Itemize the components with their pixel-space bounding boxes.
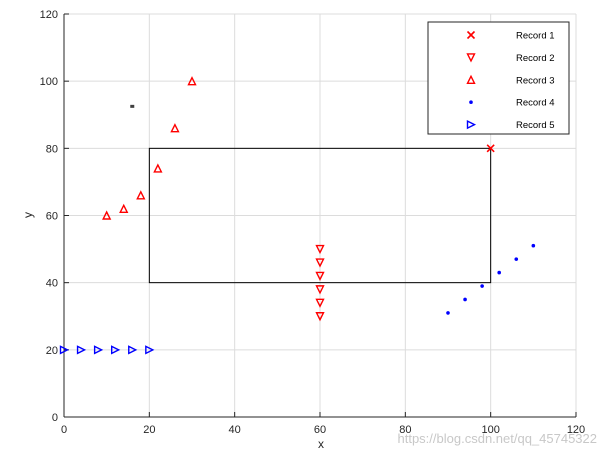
legend-marker [469, 100, 473, 104]
point-series-4 [463, 297, 467, 302]
y-tick-label: 0 [52, 412, 58, 424]
y-tick-label: 100 [40, 76, 58, 88]
point-series-5 [128, 345, 138, 355]
point-series-5 [93, 345, 104, 355]
legend-label: Record 5 [516, 120, 555, 131]
rectangle-outline [148, 147, 492, 284]
point-series-4 [497, 270, 502, 275]
point-series-5 [110, 345, 121, 355]
point-series-3 [102, 210, 112, 220]
point-series-5 [59, 345, 70, 355]
point-series-4 [531, 243, 536, 248]
y-tick-label: 80 [46, 143, 58, 155]
point-series-3 [170, 123, 180, 133]
extra-point [130, 104, 135, 108]
point-series-3 [119, 203, 129, 213]
legend: Record 1 Record 2 Record 3 Record 4 Record 5 [427, 21, 570, 135]
legend-marker [466, 74, 476, 85]
point-series-4 [480, 284, 484, 288]
legend-box [427, 21, 570, 135]
y-tick-label: 40 [46, 278, 58, 290]
x-tick-label: 120 [567, 424, 585, 436]
marker-stroke [486, 144, 495, 153]
legend-marker [466, 53, 476, 63]
x-tick-label: 100 [481, 424, 499, 436]
watermark: https://blog.csdn.net/qq_45745322 [398, 431, 598, 446]
y-tick-label: 120 [40, 9, 58, 21]
x-tick-label: 80 [399, 424, 411, 436]
legend-label: Record 3 [516, 75, 555, 86]
x-tick-label: 40 [229, 424, 241, 436]
x-tick-label: 60 [314, 424, 326, 436]
x-tick-label: 0 [61, 424, 67, 436]
x-axis-label: x [318, 437, 324, 451]
point-series-2 [315, 312, 325, 322]
point-series-1 [486, 144, 495, 153]
tick-labels: 0 20 40 60 80 100 120 0 20 40 60 80 100 120 [40, 9, 586, 436]
rectangle-shape [148, 147, 492, 284]
legend-marker [466, 119, 477, 130]
point-series-2 [315, 285, 325, 295]
point-series-2 [315, 271, 325, 282]
point-series-5 [76, 345, 87, 355]
y-tick-label: 20 [46, 345, 58, 357]
point-series-4 [446, 311, 450, 315]
point-series-2 [315, 298, 325, 308]
legend-marker [466, 30, 476, 40]
point-series-4 [514, 257, 519, 261]
x-tick-label: 20 [143, 424, 155, 436]
point-series-2 [315, 258, 325, 268]
legend-label: Record 1 [516, 31, 555, 42]
legend-label: Record 4 [516, 98, 555, 109]
marker-stroke [466, 30, 476, 40]
point-series-2 [315, 244, 325, 255]
point-series-3 [187, 76, 197, 86]
y-tick-label: 60 [46, 211, 58, 223]
data-points [59, 76, 536, 355]
point-series-3 [153, 163, 163, 173]
y-axis-label: y [21, 212, 35, 218]
point-series-3 [136, 190, 146, 200]
legend-label: Record 2 [516, 53, 555, 64]
point-series-5 [145, 345, 155, 355]
